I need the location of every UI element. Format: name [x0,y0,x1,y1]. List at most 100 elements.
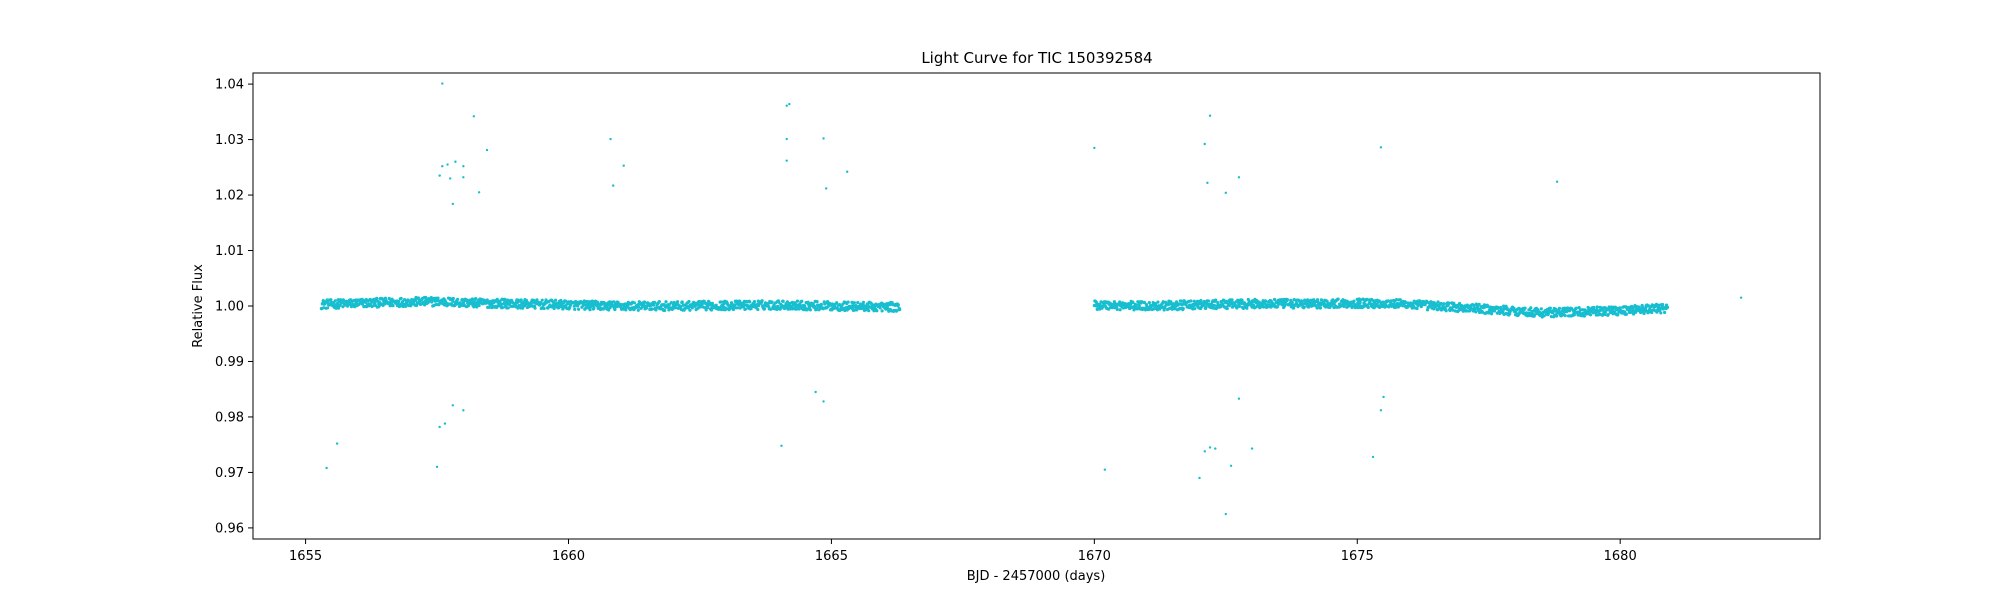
data-point [1415,306,1419,311]
y-tick-label: 0.99 [215,355,244,370]
data-point [1118,308,1122,312]
data-point [516,306,520,310]
data-point [1230,298,1234,302]
data-point [875,309,879,313]
data-point [506,306,510,310]
outlier-point [441,82,444,85]
data-point [1398,298,1402,302]
data-point [1124,305,1128,310]
data-point [1245,306,1249,310]
data-point [607,308,611,312]
data-point [336,306,341,310]
data-point [741,305,746,309]
data-point [412,301,416,305]
data-point [540,298,544,302]
outlier-point [846,170,849,173]
data-point [1554,307,1558,312]
data-point [856,301,860,305]
data-point [1444,309,1448,313]
data-point [642,300,647,304]
data-point [405,301,409,305]
data-point [855,308,859,312]
data-point [770,300,774,304]
outlier-point [462,409,465,412]
data-point [321,299,325,303]
data-point [1657,303,1661,307]
data-point [539,301,543,305]
data-point [1158,307,1162,311]
data-point [1212,306,1216,310]
outlier-point [1093,146,1096,150]
outlier-point [325,466,328,470]
data-point [1637,305,1641,309]
data-point [1439,301,1443,306]
outlier-point [609,137,612,141]
data-point [1629,310,1633,314]
outlier-point [1208,446,1212,449]
data-point [830,302,834,306]
data-point [413,298,418,303]
data-point [592,303,596,307]
outlier-point [446,163,449,166]
data-point [1251,303,1256,307]
data-point [632,301,637,305]
data-point [1582,314,1586,318]
data-point [1447,301,1451,305]
data-point [1240,298,1244,302]
data-point [1174,300,1179,304]
data-point [819,302,823,307]
outlier-point [1250,447,1254,450]
outlier-point [1203,450,1206,453]
data-point [1389,299,1393,303]
data-point [1176,302,1181,306]
data-point [1118,300,1122,304]
data-point [524,298,529,303]
data-point [451,296,455,301]
outlier-point [785,137,788,141]
y-tick-label: 0.98 [215,410,244,425]
data-point [1137,304,1141,308]
data-point [1572,313,1576,317]
data-point [1624,312,1628,316]
data-point [1095,307,1099,311]
data-point [1661,302,1665,307]
data-point [1302,305,1306,309]
data-point [1474,310,1478,314]
data-point [795,299,800,303]
data-point [601,307,606,311]
data-point [1665,305,1670,309]
data-point [1592,305,1596,310]
data-point [752,300,757,304]
data-point [477,303,481,308]
data-point [785,300,790,304]
data-point [664,300,668,304]
data-point [781,299,785,303]
data-point [566,300,571,304]
y-tick-label: 1.03 [215,133,244,148]
data-point [1214,298,1218,302]
data-point [808,308,812,312]
data-point [1381,300,1385,304]
data-point [706,306,710,310]
data-point [1299,302,1303,306]
data-point [1169,300,1173,304]
data-point [1099,300,1103,304]
outlier-point [1237,176,1241,179]
outlier-point [780,444,783,447]
data-point [1101,304,1105,308]
data-point [775,307,779,311]
data-point [542,306,546,311]
data-point [1230,305,1235,309]
outlier-point [822,400,825,403]
data-point [1501,309,1505,313]
data-point [1566,306,1570,310]
outlier-point [1229,464,1233,467]
data-point [1161,300,1165,304]
data-point [456,297,460,301]
data-point [500,305,505,310]
outlier-point [1379,146,1383,149]
data-point [1489,312,1494,316]
data-point [749,306,753,311]
outlier-point [1739,296,1743,299]
